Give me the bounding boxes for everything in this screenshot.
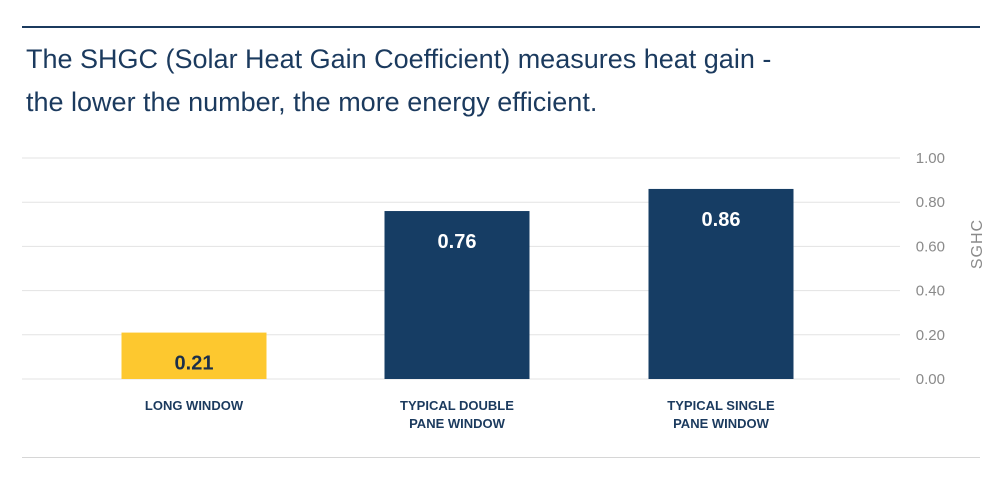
bar	[384, 211, 530, 379]
y-tick-label: 0.20	[916, 327, 945, 344]
top-rule	[22, 26, 980, 28]
y-axis-label: SGHC	[969, 218, 986, 270]
bar-value-label: 0.21	[175, 353, 214, 375]
chart-title-line-1: The SHGC (Solar Heat Gain Coefficient) m…	[26, 44, 772, 74]
bar-value-label: 0.76	[438, 231, 477, 253]
y-tick-label: 1.00	[916, 150, 945, 167]
bar-value-label: 0.86	[702, 209, 741, 231]
category-label: PANE WINDOW	[673, 416, 770, 431]
bottom-rule	[22, 457, 980, 458]
category-label: LONG WINDOW	[145, 398, 244, 413]
y-tick-label: 0.60	[916, 238, 945, 255]
chart-title: The SHGC (Solar Heat Gain Coefficient) m…	[26, 38, 966, 124]
category-label: PANE WINDOW	[409, 416, 506, 431]
bar	[121, 332, 267, 379]
y-tick-label: 0.00	[916, 371, 945, 388]
y-tick-label: 0.80	[916, 194, 945, 211]
category-label: TYPICAL DOUBLE	[400, 398, 514, 413]
category-label: TYPICAL SINGLE	[667, 398, 775, 413]
chart-title-line-2: the lower the number, the more energy ef…	[26, 87, 598, 117]
y-tick-label: 0.40	[916, 283, 945, 300]
bar	[648, 188, 794, 379]
